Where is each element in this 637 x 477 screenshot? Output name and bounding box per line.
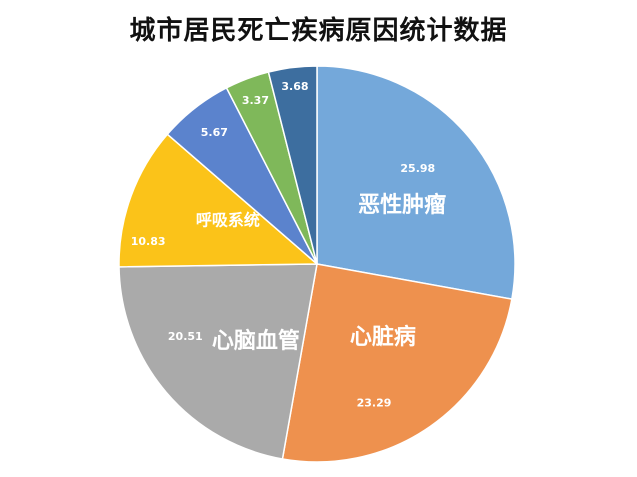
- chart-title: 城市居民死亡疾病原因统计数据: [129, 16, 508, 46]
- category-label: 心脑血管: [212, 328, 300, 354]
- category-label: 呼吸系统: [196, 210, 260, 229]
- pie-slice: [316, 65, 516, 300]
- pie-slice: [118, 263, 318, 460]
- pie-slice: [281, 263, 513, 463]
- data-label: 10.83: [131, 235, 166, 248]
- data-label: 23.29: [357, 396, 392, 409]
- data-label: 5.67: [201, 126, 228, 139]
- data-label: 25.98: [400, 162, 435, 175]
- data-label: 20.51: [168, 330, 203, 343]
- category-label: 心脏病: [350, 324, 416, 350]
- pie-slice: [118, 133, 319, 268]
- category-label: 恶性肿瘤: [358, 192, 446, 218]
- pie-slice: [267, 65, 318, 265]
- data-label: 3.68: [281, 80, 308, 93]
- data-label: 3.37: [242, 94, 269, 107]
